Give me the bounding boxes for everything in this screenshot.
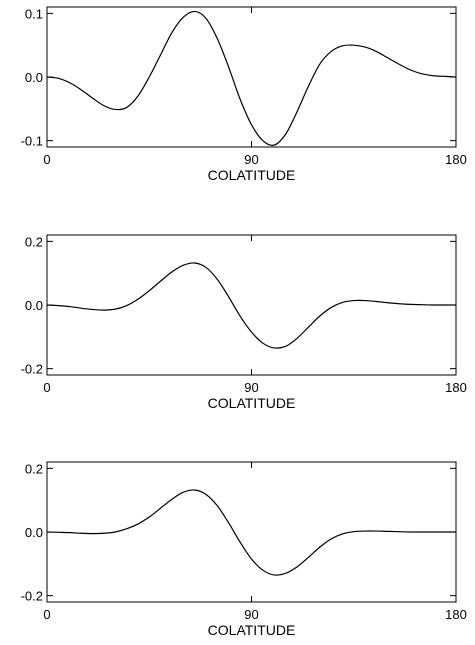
x-axis-label: COLATITUDE [208,167,296,183]
x-tick-label: 0 [43,380,50,395]
x-tick-label: 180 [445,607,467,622]
chart-panel-2: 0 90 180 0.2 0.0 -0.2 COLATITUDE [21,234,467,411]
x-tick-label: 0 [43,607,50,622]
chart-panel-3: 0 90 180 0.2 0.0 -0.2 COLATITUDE [21,461,467,638]
y-tick-label: 0.0 [25,298,43,313]
y-tick-label: 0.2 [25,234,43,249]
y-tick-label: 0.2 [25,461,43,476]
x-axis-label: COLATITUDE [208,395,296,411]
x-tick-label: 90 [244,607,258,622]
x-tick-label: 0 [43,152,50,167]
x-tick-label: 180 [445,380,467,395]
x-tick-label: 180 [445,152,467,167]
y-tick-label: -0.2 [21,589,43,604]
series-line-1 [46,10,457,146]
y-tick-label: 0.0 [25,70,43,85]
series-line-1 [46,262,456,349]
plot-panels: 0 90 180 0.1 0.0 -0.1 COLATITUDE 0 90 180 0.2 0.0 -0… [21,6,467,638]
y-tick-label: -0.2 [21,362,43,377]
x-tick-label: 90 [244,152,258,167]
chart-panel-1: 0 90 180 0.1 0.0 -0.1 COLATITUDE [21,6,467,183]
y-tick-label: 0.1 [25,6,43,21]
x-tick-label: 90 [244,380,258,395]
y-tick-label: 0.0 [25,525,43,540]
series-line-1 [46,489,456,576]
y-tick-label: -0.1 [21,134,43,149]
x-axis-label: COLATITUDE [208,622,296,638]
